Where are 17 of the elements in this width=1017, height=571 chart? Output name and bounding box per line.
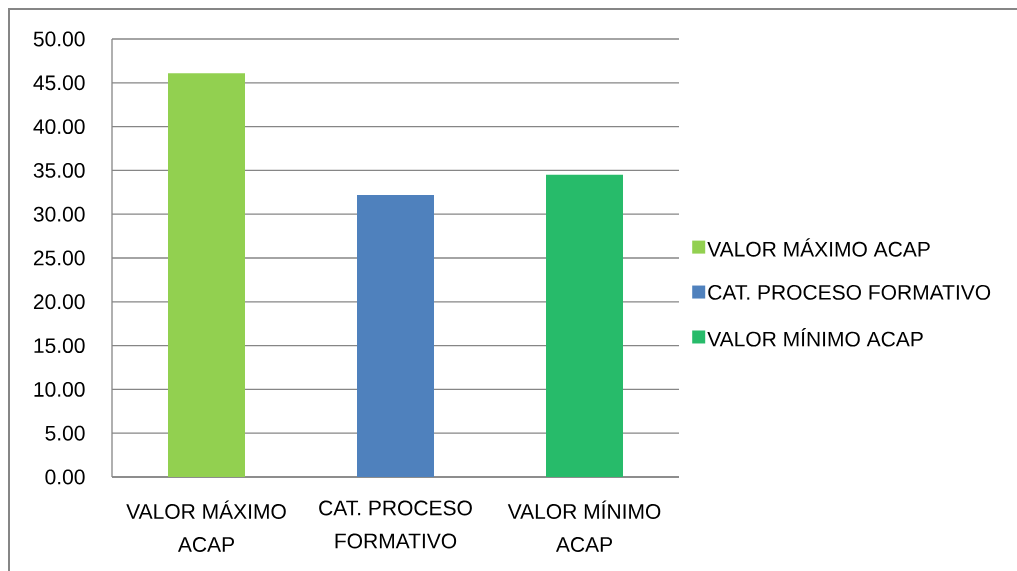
legend-label: VALOR MÍNIMO ACAP [707, 328, 923, 347]
y-tick-label: 0.00 [45, 469, 85, 485]
y-tick-label: 20.00 [33, 294, 85, 310]
y-tick-label: 50.00 [33, 31, 85, 47]
y-tick-label: 15.00 [34, 338, 85, 354]
legend-label: VALOR MÁXIMO ACAP [707, 238, 930, 257]
y-tick-label: 45.00 [33, 75, 85, 91]
y-tick-label: 30.00 [33, 206, 85, 222]
y-tick-label: 35.00 [33, 162, 85, 178]
x-tick-label: CAT. PROCESO FORMATIVO [319, 500, 472, 549]
legend-label: CAT. PROCESO FORMATIVO [708, 284, 991, 300]
y-tick-label: 5.00 [45, 425, 85, 441]
y-tick-label: 25.00 [33, 250, 85, 266]
x-tick-label: VALOR MÁXIMO ACAP [126, 500, 286, 552]
y-tick-label: 40.00 [33, 119, 85, 135]
y-tick-label: 10.00 [34, 381, 85, 397]
x-tick-label: VALOR MÍNIMO ACAP [507, 500, 661, 552]
